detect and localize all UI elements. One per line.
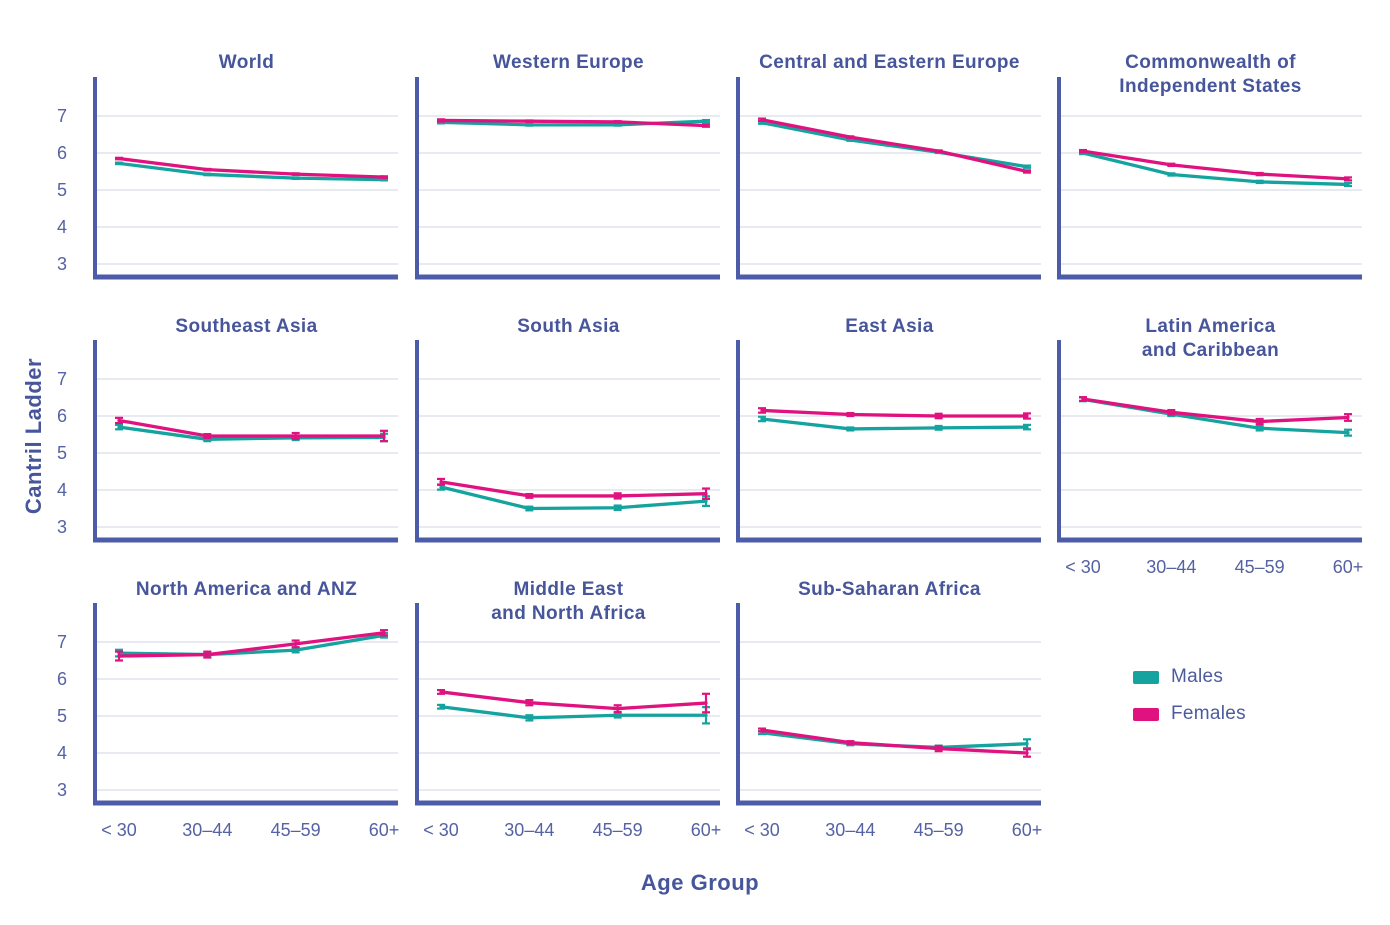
x-tick-label: < 30 [423,820,459,840]
legend-item-females: Females [1133,703,1246,725]
x-axis-title: Age Group [640,870,760,895]
females-line [117,418,386,438]
y-tick-label: 6 [57,406,67,426]
panel-title: Middle East [514,579,624,600]
panel-middle-east-and-north-africa: < 30 30–44 45–59 60+ Middle East and North Af… [415,579,721,840]
panel-western-europe: Western Europe [415,52,720,280]
panel-title: and Caribbean [1142,340,1279,361]
panel-title: Sub-Saharan Africa [798,579,981,600]
y-tick-label: 6 [57,669,67,689]
panel-title: Southeast Asia [175,316,317,337]
males-line [439,705,708,720]
x-tick-label: 30–44 [182,820,232,840]
panel-southeast-asia: 3 4 5 6 7 Southeast Asia [57,316,398,543]
males-line [439,485,708,511]
x-tick-label: 60+ [691,820,722,840]
females-line [1081,397,1350,424]
females-line [439,118,708,128]
females-line [760,408,1029,418]
males-swatch [1133,670,1159,684]
panel-title: World [219,52,274,73]
females-line [760,728,1029,755]
males-line [1081,151,1350,187]
x-tick-label: 30–44 [504,820,554,840]
males-line [760,121,1029,169]
x-tick-label: 60+ [1333,557,1364,577]
panel-south-asia: South Asia [415,316,720,543]
x-tick-label: 30–44 [825,820,875,840]
females-line [1081,149,1350,181]
legend: Males Females [1133,666,1246,740]
panel-title: and North Africa [491,603,646,624]
females-line [117,156,386,179]
panel-title: North America and ANZ [136,579,357,600]
y-tick-label: 3 [57,517,67,537]
y-tick-label: 3 [57,254,67,274]
males-line [760,417,1029,431]
x-tick-label: < 30 [101,820,137,840]
females-swatch [1133,707,1159,721]
x-tick-label: 45–59 [593,820,643,840]
panel-title: Central and Eastern Europe [759,52,1020,73]
y-tick-label: 4 [57,743,67,763]
panel-title: Commonwealth of [1125,52,1296,73]
y-tick-label: 4 [57,480,67,500]
females-line [439,690,708,711]
x-tick-label: < 30 [744,820,780,840]
x-tick-label: 60+ [369,820,400,840]
legend-label-males: Males [1171,666,1224,687]
females-line [760,118,1029,174]
panel-latin-america-and-caribbean: < 30 30–44 45–59 60+ Latin America and Caribb… [1057,316,1363,577]
x-tick-label: 45–59 [1235,557,1285,577]
x-tick-label: 60+ [1012,820,1043,840]
y-tick-label: 7 [57,106,67,126]
panel-world: 3 4 5 6 7 World [57,52,398,280]
y-tick-label: 6 [57,143,67,163]
x-tick-label: 30–44 [1146,557,1196,577]
y-tick-label: 7 [57,369,67,389]
males-line [117,161,386,182]
panel-title: South Asia [517,316,620,337]
x-tick-label: 45–59 [271,820,321,840]
y-tick-label: 7 [57,632,67,652]
panel-title: East Asia [845,316,933,337]
y-tick-label: 3 [57,780,67,800]
panel-title: Latin America [1145,316,1275,337]
panel-central-and-eastern-europe: Central and Eastern Europe [736,52,1041,280]
y-tick-label: 5 [57,443,67,463]
legend-item-males: Males [1133,666,1246,688]
panel-commonwealth-of-independent-states: Commonwealth of Independent States [1057,52,1362,280]
x-tick-label: < 30 [1065,557,1101,577]
panel-title: Western Europe [493,52,644,73]
males-line [117,425,386,441]
y-tick-label: 4 [57,217,67,237]
y-tick-label: 5 [57,180,67,200]
panel-title: Independent States [1119,76,1301,97]
y-tick-label: 5 [57,706,67,726]
x-tick-label: 45–59 [914,820,964,840]
panel-east-asia: East Asia [736,316,1041,543]
legend-label-females: Females [1171,703,1246,724]
females-line [439,480,708,498]
panel-north-america-and-anz: 3 4 5 6 7 < 30 30–44 45–59 60+ North America and … [57,579,399,840]
females-line [117,631,386,658]
y-axis-title: Cantril Ladder [21,357,46,515]
panel-sub-saharan-africa: < 30 30–44 45–59 60+ Sub-Saharan Africa [736,579,1042,840]
